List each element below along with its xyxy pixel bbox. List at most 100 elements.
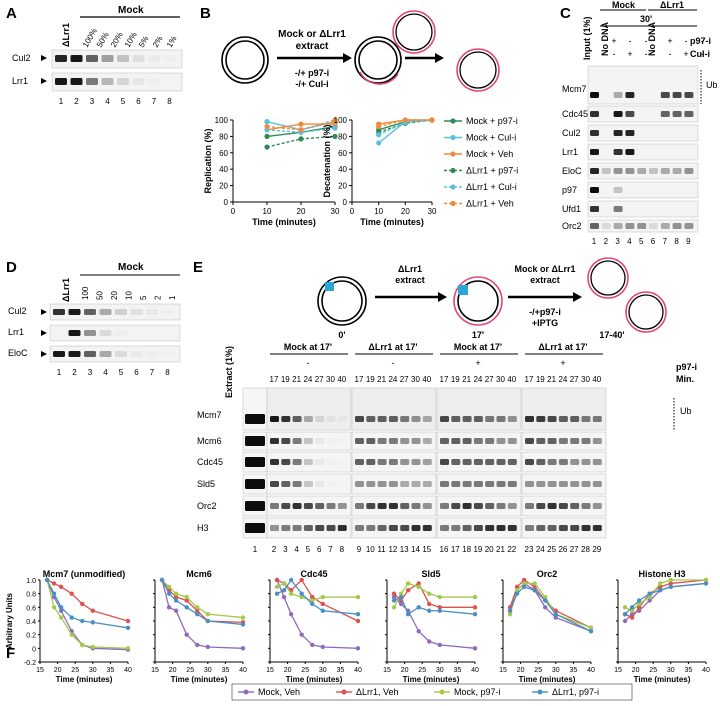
e-min-label: 27	[400, 375, 409, 384]
e-band	[366, 525, 376, 531]
panel-d-blot-strip	[49, 345, 181, 363]
x-tick-label: 10	[263, 207, 272, 216]
e-band	[338, 459, 347, 465]
f-series-point	[355, 594, 361, 600]
e-arrow-1-head	[438, 292, 447, 302]
f-series-point	[320, 644, 325, 650]
sign-cul: -	[613, 49, 616, 59]
f-x-axis-label: Time (minutes)	[56, 675, 113, 684]
e-band	[377, 459, 387, 465]
f-x-axis-label: Time (minutes)	[171, 675, 228, 684]
e-band	[525, 503, 534, 509]
y-axis-label: Decatenation (%)	[322, 124, 332, 197]
f-y-tick-label: 0.2	[26, 633, 36, 640]
f-y-tick-label: 0.8	[26, 592, 36, 599]
e-band	[377, 438, 387, 444]
plasmid-circle	[221, 36, 269, 84]
panel-a-lane-number: 8	[167, 97, 172, 106]
e-extract-band	[245, 457, 265, 467]
f-y-tick-label: 0	[32, 646, 36, 653]
f-y-tick-label: -0.2	[24, 660, 36, 667]
panel-d-lane-numbers: 1 2 3 4 5 6 7 8	[57, 368, 171, 377]
f-series-point	[472, 594, 478, 600]
series-point	[402, 117, 408, 123]
panel-d-band	[146, 309, 158, 315]
f-y-tick-label: 0.4	[26, 619, 36, 626]
panel-c-blot-strip	[587, 162, 699, 180]
e-band	[315, 438, 325, 444]
f-series-point	[205, 644, 210, 650]
f-series-point	[588, 625, 594, 631]
f-series-point	[274, 584, 280, 590]
x-tick-label: 0	[231, 207, 236, 216]
e-lane-number: 22	[507, 545, 516, 554]
e-band	[292, 525, 302, 531]
f-series-point	[427, 601, 432, 607]
panel-c-lane-number: 8	[674, 237, 679, 246]
e-min-label: 40	[592, 375, 601, 384]
e-extract-band	[245, 523, 265, 533]
e-band	[507, 481, 517, 487]
panel-c-band	[613, 92, 623, 98]
e-lane-number: 6	[317, 545, 322, 554]
e-band	[338, 481, 347, 487]
f-x-tick-label: 40	[702, 667, 710, 674]
e-band	[270, 459, 279, 465]
panel-d-lane-label: 1	[168, 295, 177, 300]
e-band	[326, 416, 336, 422]
e-band	[326, 525, 336, 531]
panel-a-band-cul2	[164, 55, 176, 62]
y-tick-label: 60	[219, 149, 228, 158]
panel-c-blot-strip	[587, 219, 699, 233]
f-series-point	[629, 608, 635, 613]
panel-a-lane-pct: 5%	[137, 34, 151, 49]
f-series-point	[437, 605, 442, 610]
e-band	[327, 438, 336, 444]
f-series-point	[391, 598, 397, 603]
replication-chart: 0 20 40 60 80 100 0 10 20 30 Time (minutes) Replica…	[203, 116, 340, 227]
panel-c-band	[684, 92, 694, 98]
e-band	[400, 459, 410, 465]
panel-d-lane-number: 6	[134, 368, 139, 377]
e-band	[422, 416, 432, 422]
e-blot-strip	[266, 473, 352, 495]
e-band	[440, 438, 449, 444]
f-series-point	[405, 611, 411, 617]
panel-a-band-lrr1	[101, 78, 114, 85]
e-band	[462, 503, 472, 509]
panel-a-band-lrr1	[117, 78, 129, 85]
f-series-point	[274, 577, 280, 583]
e-band	[485, 416, 495, 422]
panel-b-legend: Mock + p97-i Mock + Cul-i Mock + Veh ΔLrr1 …	[444, 116, 518, 209]
e-lane-number: 28	[581, 545, 590, 554]
e-band	[355, 438, 364, 444]
series-line	[378, 119, 433, 136]
e-lane-number: 12	[388, 545, 397, 554]
sign-cul: -	[645, 49, 648, 59]
panel-d-band	[162, 351, 174, 357]
series-point	[332, 133, 338, 139]
panel-a-row-arrow	[41, 78, 47, 84]
e-band	[558, 459, 568, 465]
panel-d-row-cul2: Cul2	[8, 306, 27, 316]
f-series-point	[355, 611, 361, 617]
panel-c-band	[590, 206, 599, 212]
e-band	[581, 438, 591, 444]
f-x-tick-label: 15	[383, 667, 391, 674]
f-series-point	[553, 611, 558, 617]
panel-d-mock-header: Mock	[118, 262, 144, 273]
panel-a-band-lrr1	[148, 78, 160, 85]
e-min-label: 21	[547, 375, 556, 384]
e-min-label: 17	[270, 375, 279, 384]
e-band	[547, 438, 557, 444]
panel-c-mock: Mock	[612, 0, 636, 10]
e-band	[315, 481, 325, 487]
f-series-point	[90, 608, 96, 613]
f-series-point	[622, 605, 628, 610]
e-lane-number: 8	[340, 545, 345, 554]
series-point	[376, 132, 382, 138]
e-band	[451, 503, 461, 509]
e-lane-number: 16	[440, 545, 449, 554]
replication-bubble	[359, 71, 399, 85]
